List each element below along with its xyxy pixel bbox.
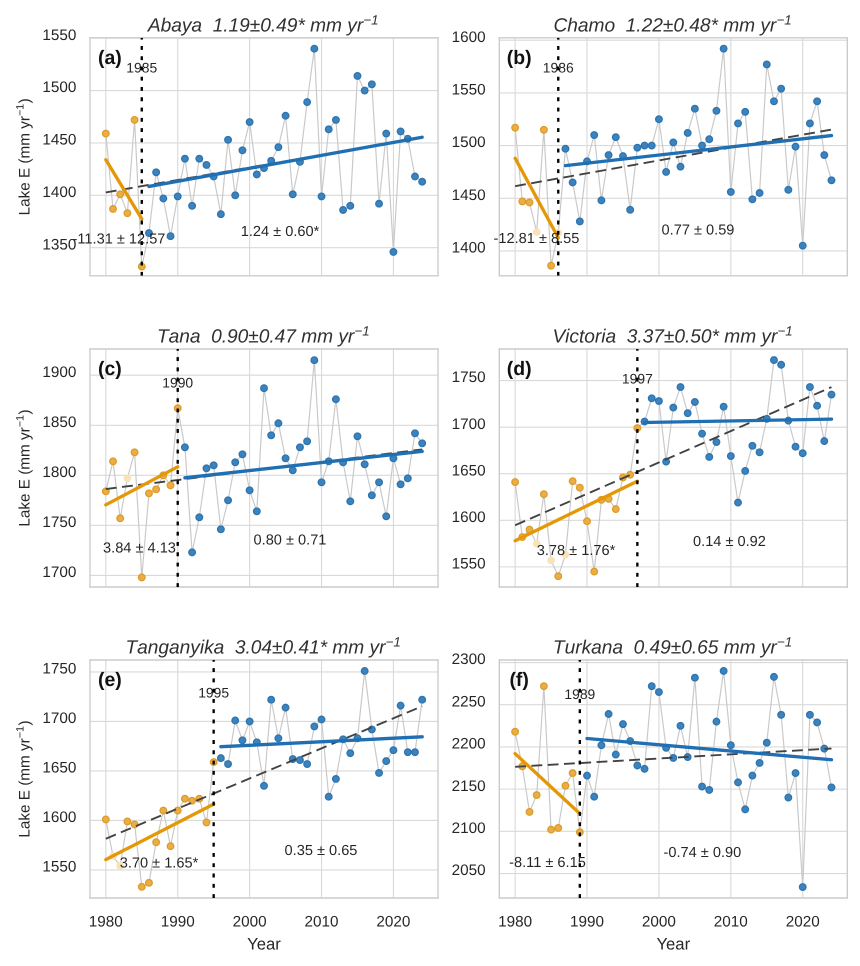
svg-text:1980: 1980 [498, 914, 532, 931]
svg-text:2000: 2000 [233, 914, 267, 931]
svg-text:1750: 1750 [452, 370, 486, 387]
svg-text:1995: 1995 [198, 686, 230, 701]
svg-text:2010: 2010 [305, 914, 339, 931]
svg-text:-12.81 ± 8.55: -12.81 ± 8.55 [494, 231, 580, 248]
svg-text:1700: 1700 [42, 711, 76, 728]
svg-text:1550: 1550 [42, 859, 76, 876]
svg-text:1800: 1800 [42, 464, 76, 481]
svg-text:1500: 1500 [42, 80, 76, 97]
svg-text:(b): (b) [507, 46, 532, 68]
svg-text:2250: 2250 [452, 694, 486, 711]
svg-text:-11.31 ± 12.57: -11.31 ± 12.57 [73, 231, 166, 248]
svg-text:1450: 1450 [452, 187, 486, 204]
svg-text:1450: 1450 [42, 132, 76, 149]
svg-text:1700: 1700 [452, 416, 486, 433]
svg-text:0.80 ± 0.71: 0.80 ± 0.71 [254, 532, 327, 549]
svg-text:1980: 1980 [89, 914, 123, 931]
svg-text:C h a m: C h a m o 1 . 2 2 ± 0 . 4 8 * m m y r − … [554, 6, 792, 37]
svg-text:-0.74 ± 0.90: -0.74 ± 0.90 [664, 845, 742, 862]
svg-text:1990: 1990 [161, 914, 195, 931]
svg-text:T a n g: T a n g a n y i k a 3 . 0 4 ± 0 . 4 1 * … [126, 628, 401, 659]
svg-text:3.84 ± 4.13: 3.84 ± 4.13 [103, 540, 176, 557]
svg-text:(e): (e) [98, 668, 122, 690]
svg-text:L a k e: L a k e E ( m m y r ) − 1 [6, 403, 35, 526]
svg-text:1350: 1350 [42, 237, 76, 254]
svg-text:2020: 2020 [376, 914, 410, 931]
svg-text:1550: 1550 [452, 556, 486, 573]
svg-text:1990: 1990 [570, 914, 604, 931]
svg-text:1550: 1550 [42, 27, 76, 44]
svg-text:0.35 ± 0.65: 0.35 ± 0.65 [285, 842, 358, 859]
svg-text:A b a y: A b a y a 1 . 1 9 ± 0 . 4 9 * m m y r − … [146, 6, 378, 37]
svg-text:1400: 1400 [42, 184, 76, 201]
svg-text:-8.11 ± 6.15: -8.11 ± 6.15 [509, 854, 586, 871]
svg-text:V i c t: V i c t o r i a 3 . 3 7 ± 0 . 5 0 * m m … [552, 317, 792, 348]
svg-text:2010: 2010 [714, 914, 748, 931]
svg-text:2150: 2150 [452, 778, 486, 795]
svg-text:(a): (a) [98, 46, 122, 68]
svg-text:1550: 1550 [452, 82, 486, 99]
svg-text:2050: 2050 [452, 863, 486, 880]
svg-text:L a k e: L a k e E ( m m y r ) − 1 [6, 714, 35, 837]
svg-text:1650: 1650 [42, 760, 76, 777]
svg-text:1600: 1600 [42, 810, 76, 827]
svg-text:(d): (d) [507, 357, 532, 379]
svg-text:1400: 1400 [452, 240, 486, 257]
svg-text:2200: 2200 [452, 736, 486, 753]
svg-text:1850: 1850 [42, 414, 76, 431]
svg-text:T u r k: T u r k a n a 0 . 4 9 ± 0 . 6 5 m m y r … [553, 628, 792, 659]
svg-text:3.78 ± 1.76*: 3.78 ± 1.76* [537, 542, 616, 559]
svg-text:1900: 1900 [42, 364, 76, 381]
svg-text:0.14 ± 0.92: 0.14 ± 0.92 [693, 533, 766, 550]
svg-text:2020: 2020 [786, 914, 820, 931]
svg-text:2000: 2000 [642, 914, 676, 931]
svg-text:Year: Year [247, 934, 281, 953]
svg-text:1750: 1750 [42, 661, 76, 678]
svg-text:1.24 ± 0.60*: 1.24 ± 0.60* [241, 223, 320, 240]
svg-text:(c): (c) [98, 357, 122, 379]
svg-text:1600: 1600 [452, 509, 486, 526]
svg-text:0.77 ± 0.59: 0.77 ± 0.59 [662, 222, 735, 239]
svg-text:1990: 1990 [162, 376, 194, 391]
svg-text:T a n a: T a n a 0 . 9 0 ± 0 . 4 7 m m y r − 1 [157, 317, 370, 348]
svg-text:3.70 ± 1.65*: 3.70 ± 1.65* [120, 855, 199, 872]
svg-text:1989: 1989 [564, 688, 596, 703]
svg-text:L a k e: L a k e E ( m m y r ) − 1 [6, 92, 35, 215]
svg-text:2300: 2300 [452, 652, 486, 669]
svg-text:(f): (f) [509, 668, 528, 690]
svg-text:2100: 2100 [452, 820, 486, 837]
svg-text:1650: 1650 [452, 463, 486, 480]
svg-text:1700: 1700 [42, 565, 76, 582]
svg-text:1750: 1750 [42, 514, 76, 531]
svg-text:Year: Year [656, 934, 690, 953]
svg-text:1500: 1500 [452, 135, 486, 152]
svg-text:1600: 1600 [452, 29, 486, 46]
